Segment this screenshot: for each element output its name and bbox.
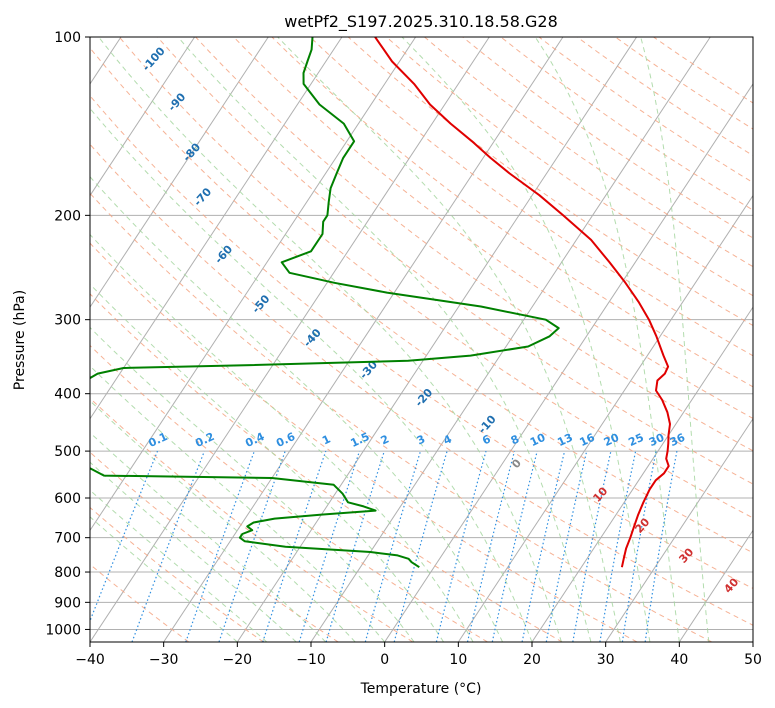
mixing-ratio-label: 20 [602, 431, 622, 449]
moist-adiabat-line [90, 516, 238, 642]
mixing-ratio-line [621, 450, 657, 642]
moist-adiabat-line [90, 365, 386, 642]
isotherm-line [163, 37, 564, 642]
background-lines [90, 37, 753, 642]
mixing-ratio-line [325, 450, 385, 642]
mixing-ratio-label: 30 [647, 431, 667, 449]
moist-adiabat-line [177, 37, 592, 642]
y-tick-label: 600 [54, 491, 81, 507]
moist-adiabat-line [90, 107, 533, 642]
dry-adiabat-line [90, 242, 638, 642]
moist-adiabat-line [90, 176, 503, 642]
isotherm-line [678, 529, 753, 642]
dry-adiabat-line [462, 37, 753, 239]
mixing-ratio-label: 25 [626, 431, 645, 449]
x-tick-label: −20 [223, 652, 253, 668]
moist-adiabat-line [401, 37, 651, 642]
mixing-ratio-label: 36 [668, 431, 688, 449]
moist-adiabat-line [90, 461, 297, 642]
x-tick-label: −40 [75, 652, 105, 668]
x-axis-title: Temperature (°C) [360, 681, 482, 697]
dry-adiabat-line [90, 451, 339, 642]
mixing-ratio-line [218, 450, 286, 642]
dry-adiabat-line [157, 37, 753, 485]
mixing-ratio-line [364, 450, 422, 642]
dry-adiabat-line [195, 37, 753, 452]
y-axis-title: Pressure (hPa) [12, 290, 28, 390]
mixing-ratio-line [298, 450, 361, 642]
y-tick-label: 800 [54, 565, 81, 581]
y-tick-label: 900 [54, 595, 81, 611]
mixing-ratio-line [545, 450, 588, 642]
mixing-ratio-line [393, 450, 448, 642]
x-tick-label: 0 [380, 652, 389, 668]
chart-title: wetPf2_S197.2025.310.18.58.G28 [284, 12, 558, 32]
dry-adiabat-line [90, 192, 712, 642]
dry-adiabat-line [90, 143, 753, 626]
mixing-ratio-line [466, 450, 516, 642]
mixing-ratio-line [521, 450, 566, 642]
isotherm-line [90, 37, 417, 532]
moist-adiabat-line [277, 37, 621, 642]
x-tick-label: 50 [744, 652, 762, 668]
mixing-ratio-label: 10 [528, 431, 548, 449]
dry-adiabat-line [118, 37, 753, 519]
isotherm-line [384, 83, 753, 642]
isotherm-line [605, 417, 753, 642]
moist-adiabat-line [640, 37, 710, 642]
dry-adiabat-line [424, 37, 753, 268]
y-tick-label: 1000 [45, 622, 81, 638]
mixing-ratio-label: 13 [555, 431, 574, 449]
mixing-ratio-line [599, 450, 637, 642]
isotherm-line [236, 37, 638, 642]
moist-adiabat-line [90, 489, 268, 642]
y-tick-label: 300 [54, 313, 81, 329]
isotherm-line [90, 37, 269, 309]
y-tick-label: 500 [54, 444, 81, 460]
y-tick-label: 200 [54, 208, 81, 224]
dry-adiabat-line [90, 47, 753, 554]
x-tick-label: −30 [149, 652, 179, 668]
isotherm-line [90, 37, 196, 197]
temperature-profile-line [374, 37, 671, 568]
plot-frame [89, 36, 754, 643]
dry-adiabat-line [576, 37, 753, 157]
isotherm-line [90, 37, 490, 642]
mixing-ratio-line [185, 450, 255, 642]
x-tick-label: 40 [670, 652, 688, 668]
mixing-ratio-label: 16 [578, 431, 598, 449]
dry-adiabat-line [233, 37, 753, 419]
y-axis: 100 200 300 400 500 600 700 800 900 1000 [45, 30, 90, 638]
mixing-ratio-line [644, 450, 678, 642]
isotherm-line [531, 306, 753, 642]
mixing-ratio-line [572, 450, 612, 642]
dry-adiabat-line [90, 95, 753, 590]
x-tick-label: 20 [523, 652, 541, 668]
isotherm-line [90, 37, 343, 420]
moist-adiabat-line [90, 233, 474, 642]
dry-adiabat-line [90, 397, 414, 642]
profiles [90, 37, 671, 569]
x-tick-label: 10 [449, 652, 467, 668]
y-tick-label: 700 [54, 531, 81, 547]
dry-adiabat-line [386, 37, 753, 297]
mixing-ratio-line [435, 450, 487, 642]
mixing-ratio-line [491, 450, 538, 642]
y-tick-label: 400 [54, 387, 81, 403]
moist-adiabat-line [534, 37, 680, 642]
dry-adiabat-line [90, 293, 563, 642]
x-tick-label: −10 [296, 652, 326, 668]
dewpoint-profile-line [90, 37, 560, 569]
moist-adiabat-line [90, 400, 356, 642]
x-axis: −40 −30 −20 −10 0 10 20 30 40 50 [75, 642, 762, 668]
y-tick-label: 100 [54, 30, 81, 46]
x-tick-label: 30 [597, 652, 615, 668]
